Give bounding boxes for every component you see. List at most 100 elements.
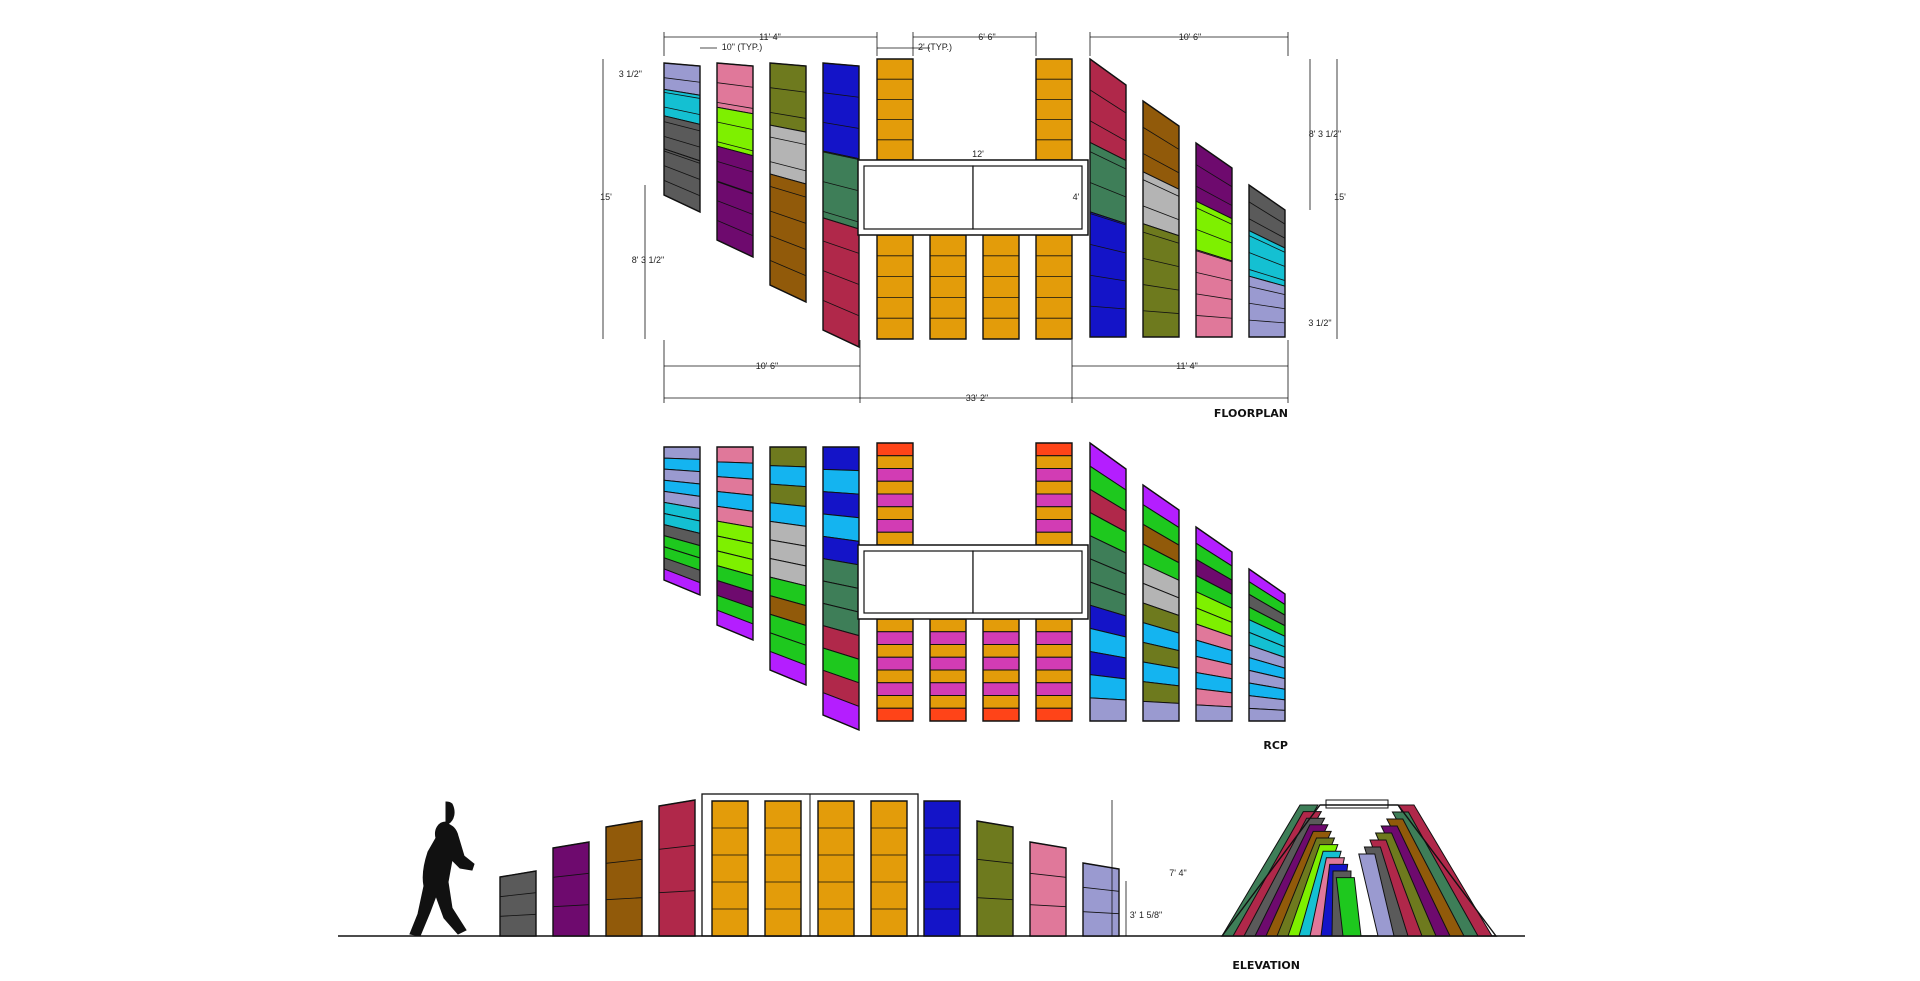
floorplan-right-board-0-plank-2 <box>1089 120 1127 142</box>
elevation-board-10-plank-2 <box>1029 904 1067 908</box>
floorplan-right-board-1-plank-5 <box>1142 231 1180 244</box>
rcp-left-board-2-stripe-1 <box>769 465 807 488</box>
rcp-bottom-board-2-stripe-3 <box>982 656 1020 671</box>
floorplan-bottom-board-3-zone-0 <box>1035 234 1073 340</box>
elevation-board-9-plank-1 <box>976 858 1014 864</box>
elevation-board-0-plank-1 <box>499 892 537 898</box>
floorplan-right-board-2-plank-3 <box>1195 207 1233 225</box>
rcp-left-board-2-stripe-0 <box>769 446 807 468</box>
dim-board-width: 10" (TYP.) <box>722 42 763 52</box>
rcp-top-board-1-stripe-2 <box>1035 468 1073 482</box>
rcp-top-board-1-stripe-6 <box>1035 519 1073 533</box>
elevation-board-2-plank-1 <box>605 858 643 864</box>
rcp-left-board-0-outline <box>663 446 701 597</box>
floorplan-left-board-1-plank-1 <box>716 82 754 88</box>
dim-upper-right: 8' 3 1/2" <box>1309 129 1341 139</box>
rcp-left-board-1-stripe-0 <box>716 446 754 464</box>
floorplan-right-board-2-plank-7 <box>1195 293 1233 300</box>
dim-top-left-span: 11' 4" <box>759 32 781 42</box>
floorplan-right-board-0-plank-8 <box>1089 305 1127 310</box>
floorplan-right-board-0-plank-5 <box>1089 213 1127 226</box>
elevation-board-4-zone-0 <box>711 800 749 937</box>
elevation-board-6-zone-0 <box>817 800 855 937</box>
floorplan-left-board-1-outline <box>716 62 754 259</box>
floorplan-bottom-board-1-zone-0 <box>929 234 967 340</box>
floorplan-right-board-3-plank-1 <box>1248 201 1286 225</box>
dim-elev-total-height: 7' 4" <box>1169 868 1186 878</box>
floorplan-right-board-2-plank-8 <box>1195 315 1233 319</box>
rcp-bottom-board-3-stripe-6 <box>1035 695 1073 709</box>
elevation-board-0-plank-2 <box>499 913 537 917</box>
rcp-right-board-2-outline <box>1195 525 1233 722</box>
elevation-board-1-zone-0 <box>552 841 590 937</box>
dim-overall: 33' 2" <box>966 393 988 403</box>
floorplan-left-board-1-plank-6 <box>716 180 754 194</box>
floorplan-left-board-2-zone-0 <box>769 62 807 133</box>
rcp-top-board-0-stripe-5 <box>876 506 914 520</box>
rcp-top-board-0-stripe-4 <box>876 493 914 508</box>
dimension-lines <box>602 32 1338 403</box>
rcp-right-board-3-stripe-11 <box>1248 707 1286 722</box>
floorplan-drawing <box>663 57 1286 349</box>
floorplan-right-board-0-plank-6 <box>1089 243 1127 254</box>
rcp-top-board-0-stripe-0 <box>876 442 914 457</box>
floorplan-left-board-2-plank-7 <box>769 235 807 250</box>
rcp-bottom-board-1-stripe-3 <box>929 656 967 671</box>
floorplan-left-board-0-plank-4 <box>663 121 701 132</box>
rcp-right-board-1-outline <box>1142 483 1180 722</box>
floorplan-left-board-3-plank-8 <box>822 299 860 317</box>
dim-lower-left: 8' 3 1/2" <box>632 255 664 265</box>
floorplan-right-board-3-plank-6 <box>1248 285 1286 296</box>
rcp-bottom-board-2-stripe-0 <box>982 618 1020 633</box>
elevation-board-9-plank-2 <box>976 897 1014 901</box>
floorplan-bench-seat-left <box>863 165 974 230</box>
floorplan-bench-seat-right <box>972 165 1083 230</box>
rcp-right-board-1-stripe-11 <box>1142 700 1180 722</box>
rcp-left-board-3-stripe-1 <box>822 468 860 495</box>
rcp-top-board-0-stripe-3 <box>876 480 914 495</box>
floorplan-left-board-0-plank-5 <box>663 135 701 148</box>
floorplan-right-board-1-plank-3 <box>1142 179 1180 197</box>
elevation-board-10-outline <box>1029 841 1067 937</box>
floorplan-left-board-2-plank-1 <box>769 87 807 93</box>
rcp-top-board-0-stripe-2 <box>876 468 914 482</box>
floorplan-left-board-0-outline <box>663 62 701 214</box>
rcp-right-board-0-stripe-10 <box>1089 674 1127 701</box>
floorplan-right-board-1-plank-7 <box>1142 284 1180 291</box>
title-rcp: RCP <box>1263 739 1288 752</box>
rcp-bottom-board-1-stripe-7 <box>929 707 967 722</box>
floorplan-left-board-2-plank-8 <box>769 259 807 277</box>
floorplan-left-board-1-plank-7 <box>716 200 754 215</box>
rcp-bottom-board-3-stripe-0 <box>1035 618 1073 633</box>
floorplan-left-board-0-plank-8 <box>663 179 701 197</box>
floorplan-right-board-3-plank-7 <box>1248 302 1286 310</box>
floorplan-right-board-3-outline <box>1248 183 1286 338</box>
rcp-bottom-board-0-stripe-3 <box>876 656 914 671</box>
elevation-board-7-zone-0 <box>870 800 908 937</box>
floorplan-right-board-1-plank-2 <box>1142 153 1180 174</box>
elevation-board-2-outline <box>605 820 643 937</box>
floorplan-right-board-2-plank-4 <box>1195 228 1233 244</box>
floorplan-top-board-0-zone-0 <box>876 58 914 161</box>
floorplan-left-board-0-plank-2 <box>663 91 701 99</box>
dim-height-left: 15' <box>600 192 612 202</box>
rcp-left-board-2-outline <box>769 446 807 687</box>
rcp-left-board-1-outline <box>716 446 754 642</box>
floorplan-right-board-0-plank-3 <box>1089 151 1127 170</box>
elevation-board-0-outline <box>499 870 537 937</box>
elevation-board-8-zone-0 <box>923 800 961 937</box>
rcp-top-board-1-stripe-0 <box>1035 442 1073 457</box>
rcp-left-board-0-stripe-0 <box>663 446 701 460</box>
dim-bottom-right-span: 11' 4" <box>1176 361 1198 371</box>
rcp-top-board-1-stripe-7 <box>1035 531 1073 546</box>
elevation-board-11-plank-2 <box>1082 911 1120 915</box>
dim-height-right: 15' <box>1334 192 1346 202</box>
dim-center-span: 6' 6" <box>978 32 995 42</box>
dim-bench-width: 4' <box>1073 192 1080 202</box>
floorplan-left-board-3-zone-0 <box>822 62 860 160</box>
floorplan-right-board-3-plank-3 <box>1248 235 1286 253</box>
rcp-bottom-board-0-stripe-2 <box>876 644 914 658</box>
floorplan-left-board-1-plank-3 <box>716 121 754 131</box>
floorplan-right-board-1-outline <box>1142 99 1180 338</box>
